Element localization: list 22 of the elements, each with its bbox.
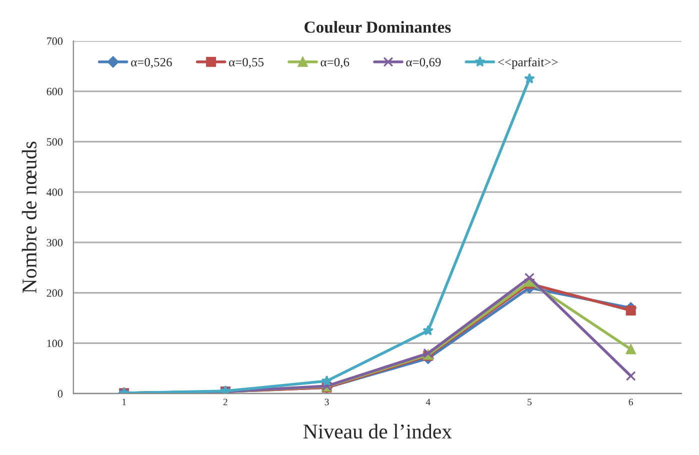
y-tick-label: 400 [46, 188, 63, 196]
y-tick-label: 100 [47, 340, 63, 348]
x-tick-label: 5 [528, 398, 532, 406]
x-tick-label: 3 [324, 398, 329, 406]
y-axis-title: Nombre de nœuds [22, 142, 37, 294]
legend-label: α=0,6 [320, 58, 350, 68]
legend-label: α=0,69 [406, 58, 441, 68]
x-tick-label: 2 [223, 398, 228, 406]
x-axis-title: Niveau de l’index [303, 424, 452, 439]
y-tick-label: 300 [46, 238, 63, 246]
legend-label: <<parfait>> [498, 57, 558, 69]
x-tick-label: 1 [122, 398, 126, 406]
y-tick-label: 600 [46, 88, 63, 96]
y-tick-label: 700 [47, 37, 63, 45]
x-tick-label: 6 [628, 398, 633, 406]
y-tick-label: 200 [46, 289, 63, 297]
x-tick-label: 4 [426, 398, 430, 406]
y-tick-label: 500 [46, 138, 63, 146]
chart-title: Couleur Dominantes [304, 21, 451, 33]
y-tick-label: 0 [58, 390, 63, 398]
legend-label: α=0,526 [131, 58, 172, 68]
legend-label: α=0,55 [229, 58, 264, 68]
